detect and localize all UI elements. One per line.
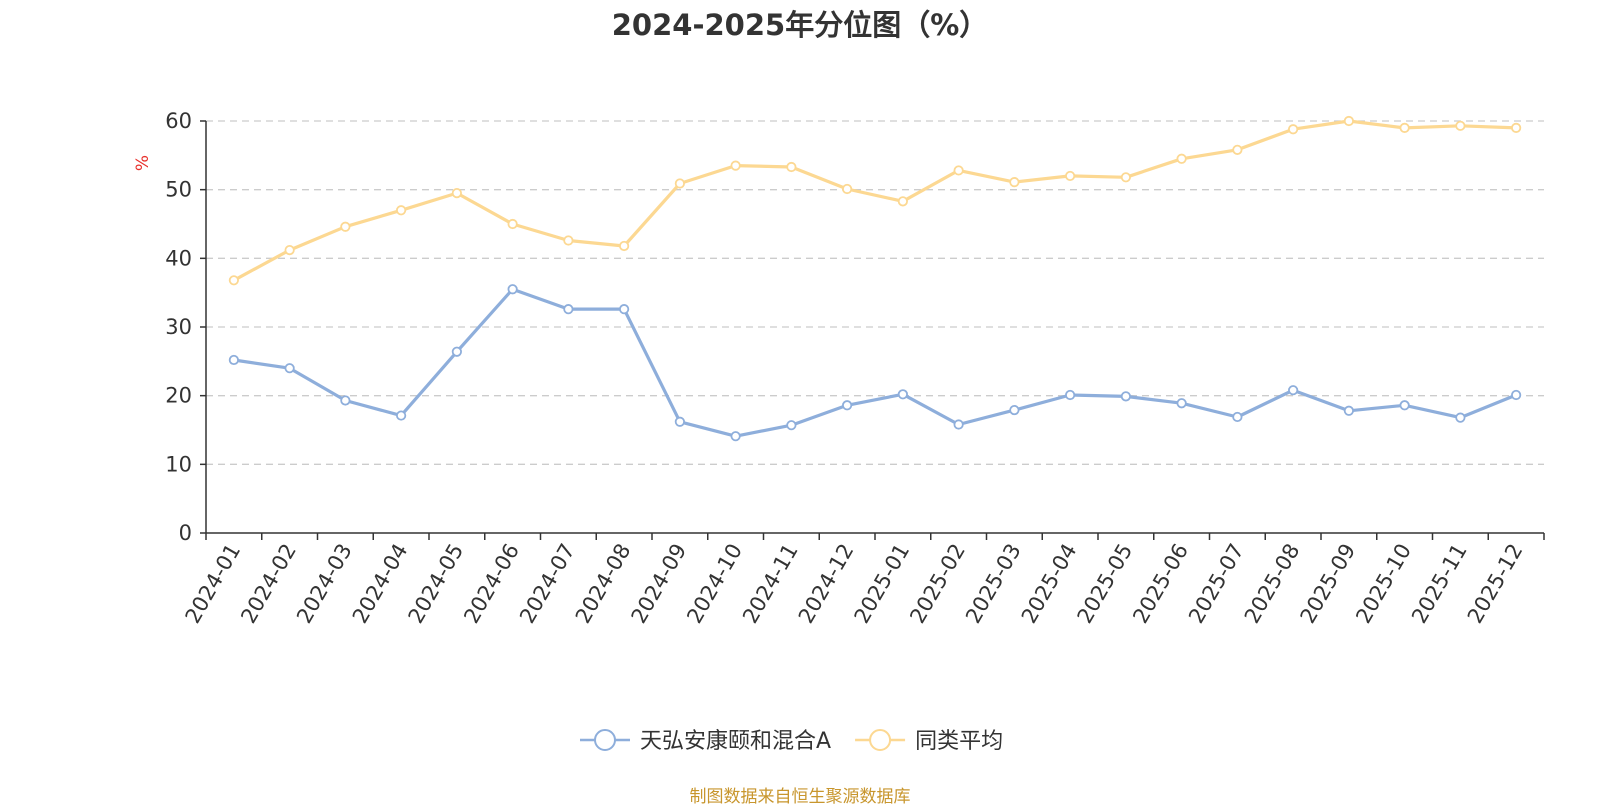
series-line	[233, 119, 1517, 282]
y-tick-label: 30	[165, 315, 192, 339]
data-point[interactable]	[897, 389, 908, 400]
series-layer	[228, 115, 1522, 442]
x-tick-label: 2024-08	[571, 540, 636, 628]
x-tick-label: 2025-09	[1296, 540, 1361, 628]
data-point[interactable]	[396, 205, 407, 216]
x-tick-label: 2025-08	[1240, 540, 1305, 628]
data-point[interactable]	[340, 395, 351, 406]
data-point[interactable]	[1176, 398, 1187, 409]
x-tick-label: 2025-04	[1017, 540, 1082, 628]
data-point[interactable]	[1399, 122, 1410, 133]
legend-item-1[interactable]: 天弘安康颐和混合A	[580, 729, 831, 754]
legend-label: 同类平均	[915, 729, 1003, 754]
data-point[interactable]	[1511, 122, 1522, 133]
series-2	[228, 115, 1522, 286]
y-tick-label: 20	[165, 384, 192, 408]
data-point[interactable]	[451, 346, 462, 357]
data-point[interactable]	[1343, 405, 1354, 416]
x-tick-label: 2024-12	[794, 540, 859, 628]
data-point[interactable]	[619, 240, 630, 252]
data-point[interactable]	[1232, 144, 1243, 155]
x-tick-label: 2024-02	[236, 540, 301, 628]
y-tick-label: 0	[179, 521, 192, 545]
y-tick-label: 40	[165, 246, 192, 270]
x-tick-label: 2024-07	[515, 540, 580, 628]
data-point[interactable]	[1120, 391, 1131, 402]
x-tick-label: 2025-07	[1184, 540, 1249, 628]
y-axis-label: %	[133, 155, 153, 171]
x-tick-label: 2025-10	[1351, 540, 1416, 628]
data-point[interactable]	[563, 235, 574, 246]
series-1	[228, 284, 1522, 442]
data-point[interactable]	[674, 416, 685, 427]
data-point[interactable]	[1511, 389, 1522, 401]
data-point[interactable]	[1455, 412, 1466, 423]
x-tick-label: 2025-03	[961, 540, 1026, 628]
legend-label: 天弘安康颐和混合A	[640, 729, 831, 754]
data-point[interactable]	[674, 178, 685, 189]
x-tick-label: 2024-01	[181, 540, 246, 628]
x-tick-label: 2024-05	[404, 540, 469, 628]
x-tick-label: 2024-03	[292, 540, 357, 628]
data-point[interactable]	[786, 161, 797, 173]
data-point[interactable]	[563, 304, 574, 315]
y-tick-label: 60	[165, 109, 192, 133]
data-point[interactable]	[953, 165, 964, 176]
legend[interactable]: 天弘安康颐和混合A 同类平均	[580, 729, 1003, 754]
data-point[interactable]	[786, 420, 797, 431]
data-point[interactable]	[897, 196, 908, 207]
grid-lines	[206, 120, 1544, 465]
data-point[interactable]	[730, 160, 741, 171]
data-point[interactable]	[1065, 170, 1076, 182]
legend-marker	[869, 729, 892, 751]
data-point[interactable]	[1343, 115, 1354, 127]
x-tick-label: 2025-12	[1463, 540, 1528, 628]
data-point[interactable]	[1176, 153, 1187, 164]
data-point[interactable]	[507, 284, 518, 295]
data-point[interactable]	[953, 419, 964, 430]
data-point[interactable]	[1232, 411, 1243, 423]
data-point[interactable]	[1455, 120, 1466, 131]
data-point[interactable]	[340, 221, 351, 232]
data-point[interactable]	[1399, 400, 1410, 411]
x-tick-label: 2024-04	[348, 540, 413, 628]
data-point[interactable]	[1065, 389, 1076, 401]
y-tick-label: 50	[165, 178, 192, 202]
data-point[interactable]	[619, 304, 630, 315]
x-tick-label: 2025-01	[850, 540, 915, 628]
data-point[interactable]	[228, 354, 239, 366]
y-tick-label: 10	[165, 452, 192, 476]
x-tick-label: 2024-10	[682, 540, 747, 628]
x-tick-label: 2024-09	[627, 540, 692, 628]
data-point[interactable]	[1009, 404, 1020, 416]
data-point[interactable]	[284, 363, 295, 374]
data-point[interactable]	[1288, 124, 1299, 135]
source-note: 制图数据来自恒生聚源数据库	[689, 787, 911, 807]
x-tick-label: 2025-05	[1073, 540, 1138, 628]
legend-item-2[interactable]: 同类平均	[855, 729, 1003, 754]
chart-title: 2024-2025年分位图（%）	[611, 8, 989, 42]
data-point[interactable]	[842, 183, 853, 195]
x-tick-label: 2024-11	[738, 540, 803, 628]
data-point[interactable]	[284, 244, 295, 256]
legend-marker	[594, 729, 616, 751]
data-point[interactable]	[1288, 385, 1299, 396]
x-tick-label: 2025-11	[1407, 540, 1472, 628]
series-line	[233, 287, 1517, 438]
data-point[interactable]	[396, 410, 407, 421]
x-tick-label: 2025-02	[905, 540, 970, 628]
x-tick-label: 2024-06	[459, 540, 524, 628]
x-tick-label: 2025-06	[1128, 540, 1193, 628]
data-point[interactable]	[1009, 177, 1020, 188]
data-point[interactable]	[1120, 172, 1131, 183]
data-point[interactable]	[842, 400, 853, 411]
data-point[interactable]	[507, 218, 518, 230]
data-point[interactable]	[730, 431, 741, 442]
data-point[interactable]	[228, 275, 239, 286]
data-point[interactable]	[451, 188, 462, 199]
